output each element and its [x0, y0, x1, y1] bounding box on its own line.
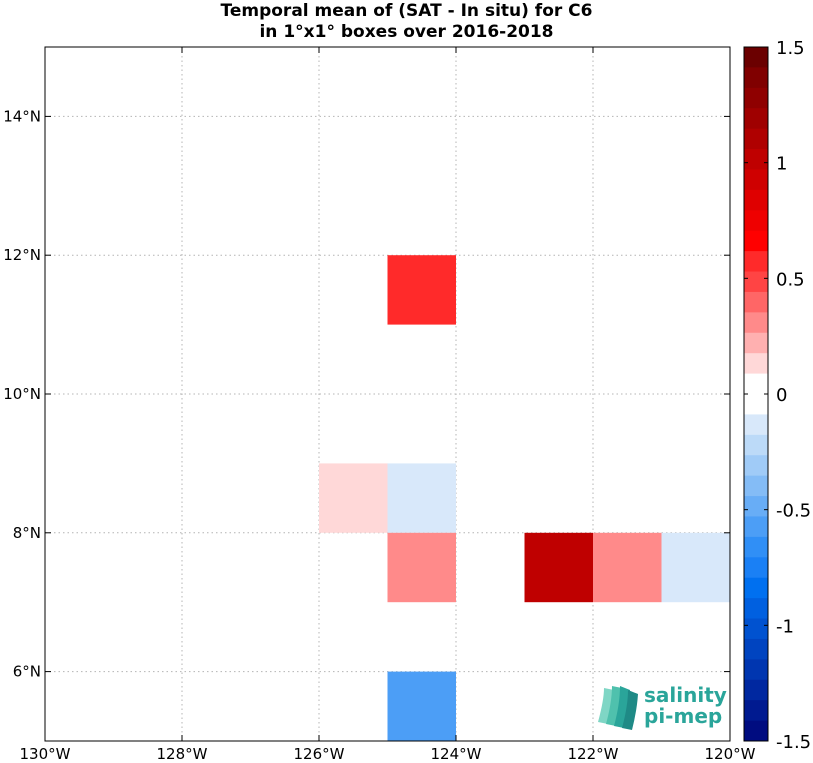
colorbar-tick-label: -1: [776, 616, 794, 637]
colorbar-segment: [744, 557, 768, 579]
colorbar-tick-label: 1.5: [776, 38, 805, 59]
colorbar-segment: [744, 700, 768, 722]
x-tick-label: 128°W: [157, 745, 208, 763]
colorbar-segment: [744, 47, 768, 68]
data-cell: [593, 532, 662, 603]
y-tick-label: 6°N: [13, 663, 41, 681]
colorbar-segment: [744, 169, 768, 191]
data-cell: [661, 532, 730, 603]
map-title-line2: in 1°x1° boxes over 2016-2018: [259, 22, 554, 42]
colorbar-segment: [744, 271, 768, 293]
colorbar-segment: [744, 67, 768, 89]
colorbar-segment: [744, 536, 768, 558]
colorbar-segment: [744, 312, 768, 334]
colorbar-segment: [744, 434, 768, 456]
x-tick-label: 124°W: [431, 745, 482, 763]
colorbar-tick-label: 0.5: [776, 269, 805, 290]
data-cell: [387, 532, 456, 603]
colorbar-segment: [744, 189, 768, 211]
data-cell: [387, 255, 456, 325]
colorbar-segment: [744, 720, 768, 742]
colorbar-segment: [744, 618, 768, 640]
colorbar-segment: [744, 332, 768, 354]
colorbar-segment: [744, 577, 768, 599]
data-cell: [387, 463, 456, 533]
y-tick-label: 12°N: [3, 246, 41, 264]
colorbar-segment: [744, 251, 768, 273]
colorbar-tick-label: -1.5: [776, 732, 811, 753]
colorbar-segment: [744, 475, 768, 497]
x-tick-label: 126°W: [294, 745, 345, 763]
data-cell: [319, 463, 388, 533]
colorbar-segment: [744, 353, 768, 375]
x-tick-label: 120°W: [705, 745, 756, 763]
colorbar-segment: [744, 638, 768, 660]
colorbar: 1.5 1 0.5 0 -0.5 -1 -1.5: [743, 38, 811, 753]
logo-text-salinity: salinity: [644, 683, 727, 707]
y-tick-label: 10°N: [3, 385, 41, 403]
colorbar-segment: [744, 659, 768, 681]
colorbar-segment: [744, 598, 768, 620]
colorbar-segment: [744, 373, 768, 395]
y-tick-label: 8°N: [13, 524, 41, 542]
colorbar-segment: [744, 230, 768, 252]
colorbar-segment: [744, 414, 768, 436]
grid-lines: [45, 47, 730, 741]
logo-text-pi-mep: pi-mep: [644, 704, 722, 728]
wave-logo-icon: [598, 686, 638, 730]
axis-ticks: 130°W 128°W 126°W 124°W 122°W 120°W 6°N 8°N 10°N…: [3, 47, 756, 763]
colorbar-segment: [744, 496, 768, 517]
colorbar-segment: [744, 291, 768, 313]
x-tick-label: 122°W: [568, 745, 619, 763]
colorbar-segment: [744, 679, 768, 701]
map-title-line1: Temporal mean of (SAT - In situ) for C6: [220, 1, 593, 21]
data-cell: [524, 532, 593, 603]
colorbar-segment: [744, 210, 768, 232]
y-tick-label: 14°N: [3, 107, 41, 125]
colorbar-tick-label: 0: [776, 385, 787, 406]
data-cells: [319, 255, 730, 741]
colorbar-segment: [744, 394, 768, 415]
colorbar-segment: [744, 149, 768, 170]
colorbar-segment: [744, 455, 768, 477]
colorbar-segment: [744, 87, 768, 109]
salinity-pi-mep-logo: salinity pi-mep: [598, 683, 727, 730]
x-tick-label: 130°W: [20, 745, 71, 763]
colorbar-tick-label: -0.5: [776, 501, 811, 522]
colorbar-segment: [744, 128, 768, 150]
colorbar-segment: [744, 516, 768, 538]
colorbar-tick-label: 1: [776, 154, 787, 175]
colorbar-segment: [744, 108, 768, 130]
data-cell: [387, 671, 456, 741]
